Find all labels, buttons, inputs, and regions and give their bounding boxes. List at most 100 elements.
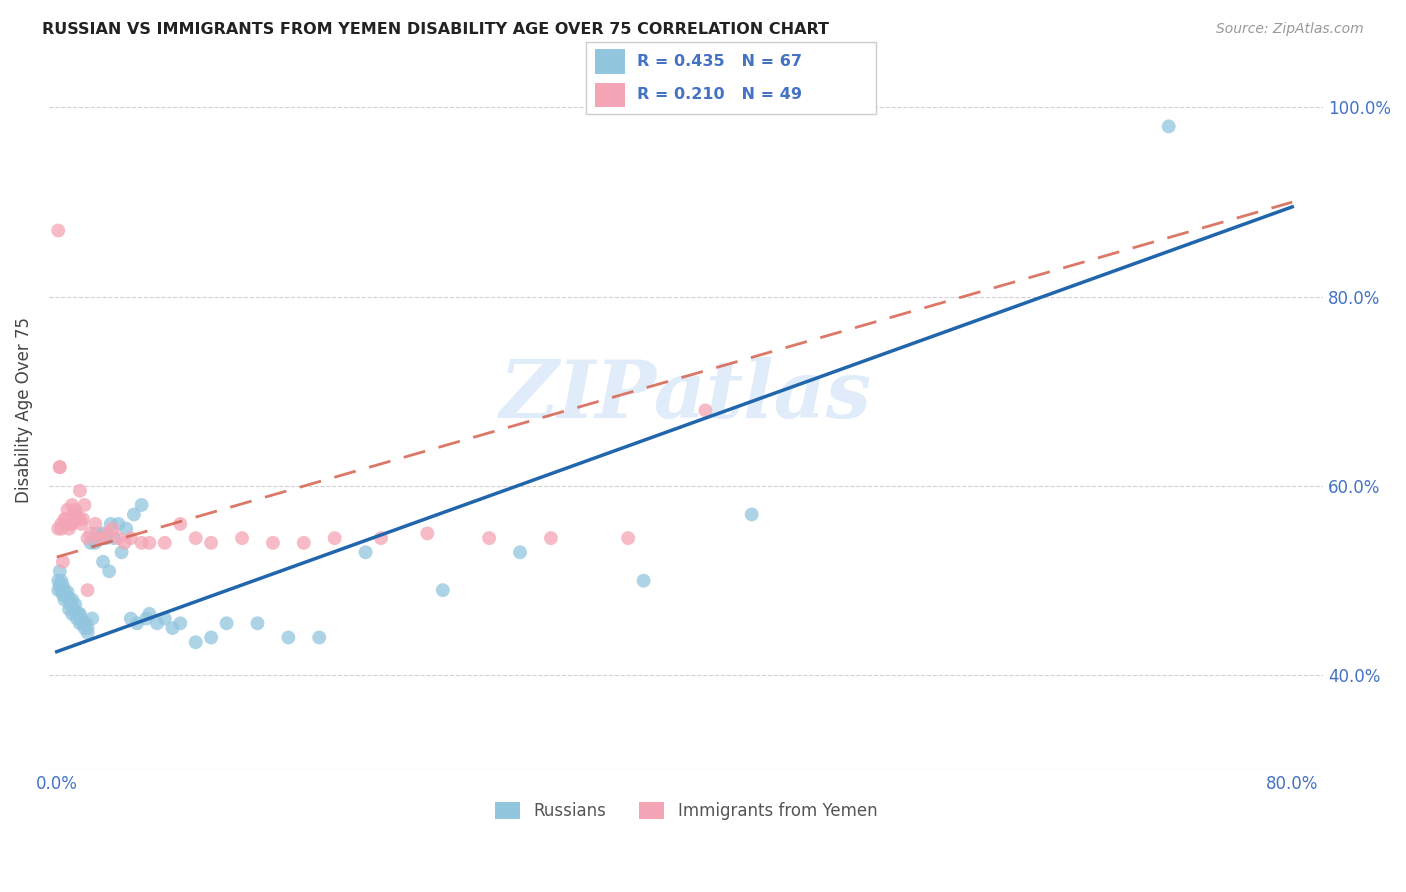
Point xyxy=(76,531,98,545)
Point xyxy=(51,522,73,536)
Point xyxy=(617,531,640,545)
Point xyxy=(125,616,148,631)
Point xyxy=(55,588,77,602)
Point xyxy=(62,508,84,522)
FancyBboxPatch shape xyxy=(586,42,876,114)
Point xyxy=(89,531,111,545)
Point xyxy=(138,607,160,621)
Point xyxy=(46,223,69,237)
Point xyxy=(65,502,87,516)
Point xyxy=(65,598,87,612)
Point xyxy=(277,631,299,645)
Point xyxy=(101,522,124,536)
Point xyxy=(107,516,129,531)
Point xyxy=(115,522,138,536)
Text: R = 0.210   N = 49: R = 0.210 N = 49 xyxy=(637,87,801,103)
Point xyxy=(246,616,269,631)
Point xyxy=(56,585,79,599)
Point xyxy=(200,631,222,645)
Point xyxy=(75,616,97,631)
Point xyxy=(76,621,98,635)
Point xyxy=(82,611,104,625)
Point xyxy=(354,545,377,559)
Text: R = 0.435   N = 67: R = 0.435 N = 67 xyxy=(637,54,801,69)
Point xyxy=(70,516,93,531)
Point xyxy=(58,592,80,607)
Point xyxy=(153,536,176,550)
Point xyxy=(49,564,72,578)
Point xyxy=(84,536,107,550)
Point xyxy=(52,578,75,592)
Text: ZIPatlas: ZIPatlas xyxy=(501,357,872,434)
Point xyxy=(200,536,222,550)
Point xyxy=(60,592,83,607)
Point xyxy=(103,531,125,545)
Point xyxy=(79,526,101,541)
Point xyxy=(87,531,110,545)
Point xyxy=(135,611,157,625)
Point xyxy=(59,516,82,531)
Point xyxy=(432,583,454,598)
Point xyxy=(73,498,96,512)
Point xyxy=(59,598,82,612)
Point xyxy=(69,616,91,631)
Point xyxy=(114,536,136,550)
Point xyxy=(633,574,655,588)
Point xyxy=(76,625,98,640)
Point xyxy=(49,460,72,475)
Point xyxy=(292,536,315,550)
Point xyxy=(60,607,83,621)
Point xyxy=(169,616,191,631)
Point xyxy=(53,592,76,607)
Point xyxy=(308,631,330,645)
Point xyxy=(72,616,94,631)
Point xyxy=(58,602,80,616)
Point xyxy=(94,531,117,545)
Point xyxy=(51,516,73,531)
Point xyxy=(122,508,145,522)
Point xyxy=(153,611,176,625)
Point xyxy=(55,512,77,526)
Point xyxy=(162,621,184,635)
Point xyxy=(695,403,717,417)
Point xyxy=(53,512,76,526)
Point xyxy=(1157,120,1180,134)
Point xyxy=(138,536,160,550)
Point xyxy=(69,483,91,498)
Point xyxy=(70,611,93,625)
Point xyxy=(370,531,392,545)
Point xyxy=(67,607,90,621)
Point xyxy=(741,508,763,522)
Point xyxy=(52,555,75,569)
Point xyxy=(120,611,142,625)
Text: Source: ZipAtlas.com: Source: ZipAtlas.com xyxy=(1216,22,1364,37)
Point xyxy=(62,602,84,616)
Point xyxy=(66,611,89,625)
Point xyxy=(91,531,114,545)
Point xyxy=(51,574,73,588)
Point xyxy=(91,526,114,541)
Point xyxy=(120,531,142,545)
Point xyxy=(100,516,122,531)
Legend: Russians, Immigrants from Yemen: Russians, Immigrants from Yemen xyxy=(488,795,884,826)
Point xyxy=(76,583,98,598)
Point xyxy=(56,502,79,516)
Point xyxy=(478,531,501,545)
Point xyxy=(131,498,153,512)
Point xyxy=(52,588,75,602)
Point xyxy=(49,460,72,475)
Point xyxy=(98,564,121,578)
Point xyxy=(51,583,73,598)
Point xyxy=(107,531,129,545)
Point xyxy=(65,604,87,618)
Point xyxy=(184,635,207,649)
Point xyxy=(540,531,562,545)
Point xyxy=(79,536,101,550)
Point xyxy=(60,516,83,531)
Point xyxy=(69,512,91,526)
Point xyxy=(46,574,69,588)
Point xyxy=(215,616,238,631)
Point xyxy=(416,526,439,541)
Point xyxy=(262,536,284,550)
Point xyxy=(66,508,89,522)
